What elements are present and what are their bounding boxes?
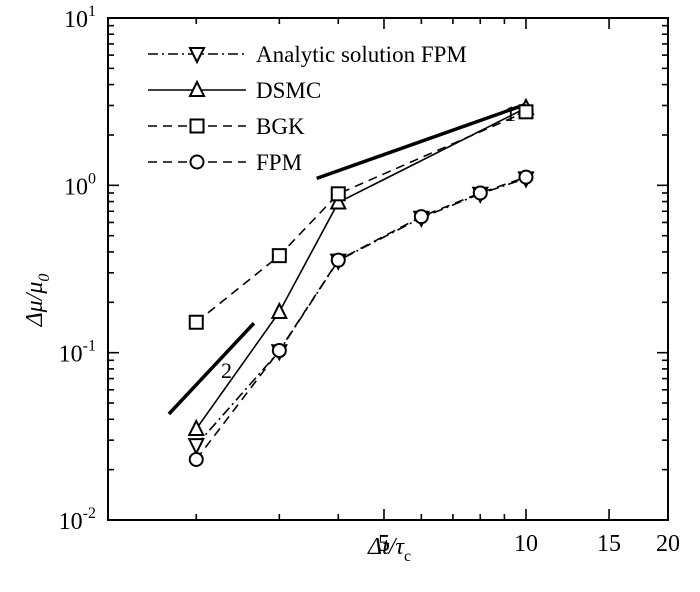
x-axis-label-sub: c	[404, 548, 411, 565]
data-point-fpm	[413, 209, 429, 225]
x-axis-label: Δt/τc	[367, 534, 411, 565]
x-tick-label: 5	[378, 531, 390, 557]
legend-label-analytic-solution-fpm: Analytic solution FPM	[256, 42, 467, 67]
legend-marker-bgk	[189, 118, 205, 134]
legend-marker-dsmc	[188, 79, 206, 97]
slope-line-1	[316, 102, 527, 181]
y-axis-label-sub: 0	[36, 274, 53, 282]
x-axis-label-main: Δt/τ	[367, 534, 405, 560]
legend-label-bgk: BGK	[256, 114, 305, 139]
data-point-bgk	[330, 186, 346, 202]
data-point-fpm	[271, 343, 287, 359]
y-tick-label: 10-2	[59, 505, 96, 535]
series-line-fpm	[195, 176, 527, 460]
x-tick-label: 15	[597, 531, 621, 557]
series-line-analytic-solution-fpm	[195, 177, 527, 446]
y-axis-label-main: Δμ/μ	[22, 282, 48, 328]
y-tick-label: 100	[64, 170, 96, 200]
data-point-fpm	[188, 451, 204, 467]
axis-ticks: 5 10 15 20 10-2 10-1 100 101	[59, 3, 680, 557]
y-axis-label: Δμ/μ0	[22, 274, 53, 328]
data-point-fpm	[472, 185, 488, 201]
plot-frame	[107, 17, 669, 521]
legend: Analytic solution FPM DSMC BGK FPM	[148, 42, 467, 175]
data-point-analytic-solution-fpm	[187, 438, 205, 456]
legend-label-dsmc: DSMC	[256, 78, 321, 103]
slope-line-2	[167, 322, 256, 416]
x-tick-label: 20	[656, 531, 680, 557]
data-point-dsmc	[329, 192, 347, 210]
data-point-dsmc	[187, 418, 205, 436]
data-point-bgk	[518, 104, 534, 120]
series-line-dsmc	[195, 107, 527, 430]
series-line-bgk	[195, 111, 527, 323]
y-tick-label: 10-1	[59, 338, 96, 368]
legend-label-fpm: FPM	[256, 150, 302, 175]
data-point-dsmc	[270, 301, 288, 319]
x-tick-label: 10	[514, 531, 538, 557]
data-point-fpm	[518, 169, 534, 185]
slope-label-1: 1	[505, 101, 516, 126]
y-tick-label: 101	[64, 3, 96, 33]
plot-area	[167, 97, 535, 467]
legend-marker-fpm	[189, 154, 205, 170]
data-point-fpm	[330, 252, 346, 268]
slope-label-2: 2	[221, 358, 232, 383]
data-point-bgk	[271, 248, 287, 264]
legend-marker-analytic-solution-fpm	[188, 47, 206, 65]
data-point-bgk	[188, 314, 204, 330]
